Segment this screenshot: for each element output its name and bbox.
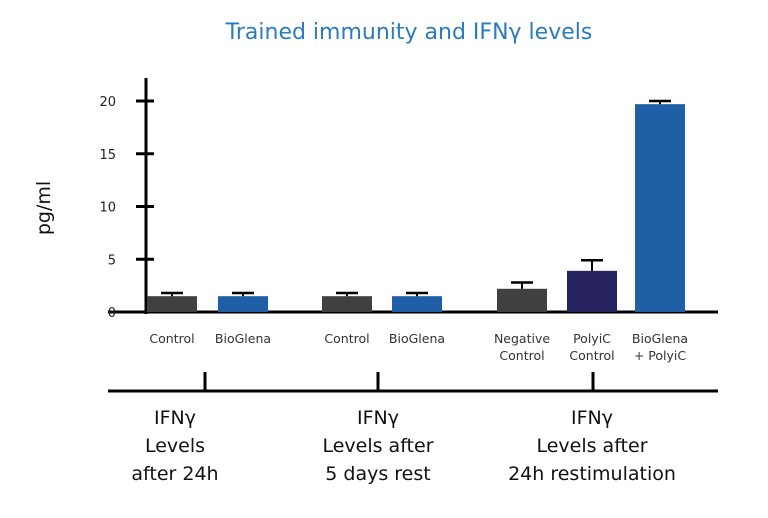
y-tick-label: 20	[99, 95, 116, 110]
group-axis: IFNγ Levels after 24h IFNγ Levels after 5 day…	[108, 372, 718, 485]
bar	[567, 270, 617, 312]
x-tick-label: Control	[149, 331, 194, 346]
x-tick-label: Control	[499, 348, 544, 363]
group-label: 5 days rest	[325, 463, 430, 485]
x-tick-label: BioGlena	[215, 331, 271, 346]
group-label: Levels	[145, 435, 205, 457]
group-label: Levels after	[536, 435, 647, 457]
y-tick-label: 0	[108, 306, 116, 321]
bar	[322, 296, 372, 312]
bars	[147, 99, 685, 312]
y-tick-label: 15	[99, 148, 116, 163]
y-tick-label: 10	[99, 201, 116, 216]
group-label: IFNγ	[571, 407, 613, 429]
x-tick-label: Negative	[494, 331, 550, 346]
y-axis: 0 5 10 15 20	[99, 78, 718, 321]
group-label: IFNγ	[154, 407, 196, 429]
group-label: 24h restimulation	[508, 463, 676, 485]
group-label: Levels after	[322, 435, 433, 457]
x-tick-label: + PolyiC	[634, 348, 687, 363]
bar	[497, 288, 547, 312]
x-tick-label: BioGlena	[389, 331, 445, 346]
x-tick-label: Control	[569, 348, 614, 363]
bar	[147, 296, 197, 312]
y-axis-label: pg/ml	[33, 181, 55, 235]
x-tick-label: PolyiC	[573, 331, 611, 346]
bar	[392, 296, 442, 312]
x-tick-labels: Control BioGlena Control BioGlena Negative Co…	[149, 331, 688, 363]
chart-title: Trained immunity and IFNγ levels	[225, 20, 593, 45]
group-label: IFNγ	[357, 407, 399, 429]
y-tick-label: 5	[108, 253, 116, 268]
x-tick-label: Control	[324, 331, 369, 346]
x-tick-label: BioGlena	[632, 331, 688, 346]
bar	[635, 104, 685, 312]
bar	[218, 296, 268, 312]
group-label: after 24h	[131, 463, 218, 485]
